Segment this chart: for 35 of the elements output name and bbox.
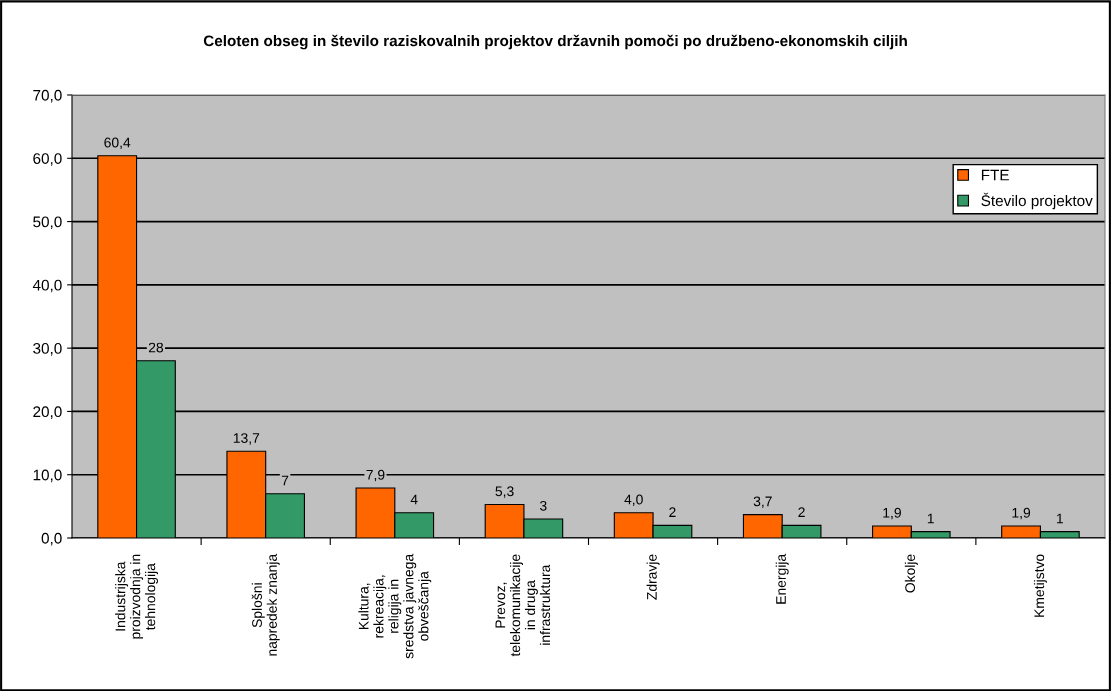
data-label: 7,9 <box>366 469 385 482</box>
data-label: 1,9 <box>1012 507 1031 520</box>
y-tick-label: 10,0 <box>33 469 62 483</box>
x-tick-label: Kmetijstvo <box>1033 554 1047 617</box>
x-tick-label: Zdravje <box>646 554 660 600</box>
y-tick-label: 70,0 <box>33 89 62 103</box>
x-tick-label: Okolje <box>904 554 918 593</box>
data-label: 60,4 <box>104 137 131 150</box>
x-tick-label: Kultura, rekreacija, religija in sredstva javnega obveščanja <box>358 553 432 659</box>
y-tick-label: 50,0 <box>33 216 62 230</box>
y-tick-label: 0,0 <box>41 532 62 546</box>
x-tick-label: Splošni napredek znanja <box>251 553 280 656</box>
y-tick-label: 60,0 <box>33 153 62 166</box>
data-label: 28 <box>148 342 164 353</box>
y-tick-label: 40,0 <box>32 279 62 293</box>
data-label: 1 <box>1057 513 1063 524</box>
data-label: 4,0 <box>624 494 643 507</box>
data-label: 4 <box>410 494 418 505</box>
data-label: 2 <box>798 507 805 517</box>
legend-label: Število projektov <box>981 192 1093 210</box>
data-label: 13,7 <box>233 433 260 445</box>
data-label: 3,7 <box>753 496 772 508</box>
data-label: 1 <box>927 513 934 524</box>
x-tick-label: Energija <box>775 553 789 604</box>
x-tick-label: Prevoz, telekomunikacije in druga infrastruktura <box>495 554 551 657</box>
data-label: 3 <box>539 500 547 511</box>
data-label: 5,3 <box>495 486 514 498</box>
y-tick-label: 30,0 <box>33 343 62 356</box>
chart-title: Celoten obseg in število raziskovalnih projektov državnih pomoči po družbeno-ekonomskih ciljih <box>203 34 907 50</box>
data-label: 2 <box>669 507 676 517</box>
legend-label: FTE <box>981 169 1009 181</box>
data-label: 1,9 <box>883 507 901 520</box>
data-label: 7 <box>281 475 289 486</box>
y-tick-label: 20,0 <box>33 406 62 419</box>
x-tick-label: Industrijska proizvodnja in tehnologija <box>115 554 158 639</box>
